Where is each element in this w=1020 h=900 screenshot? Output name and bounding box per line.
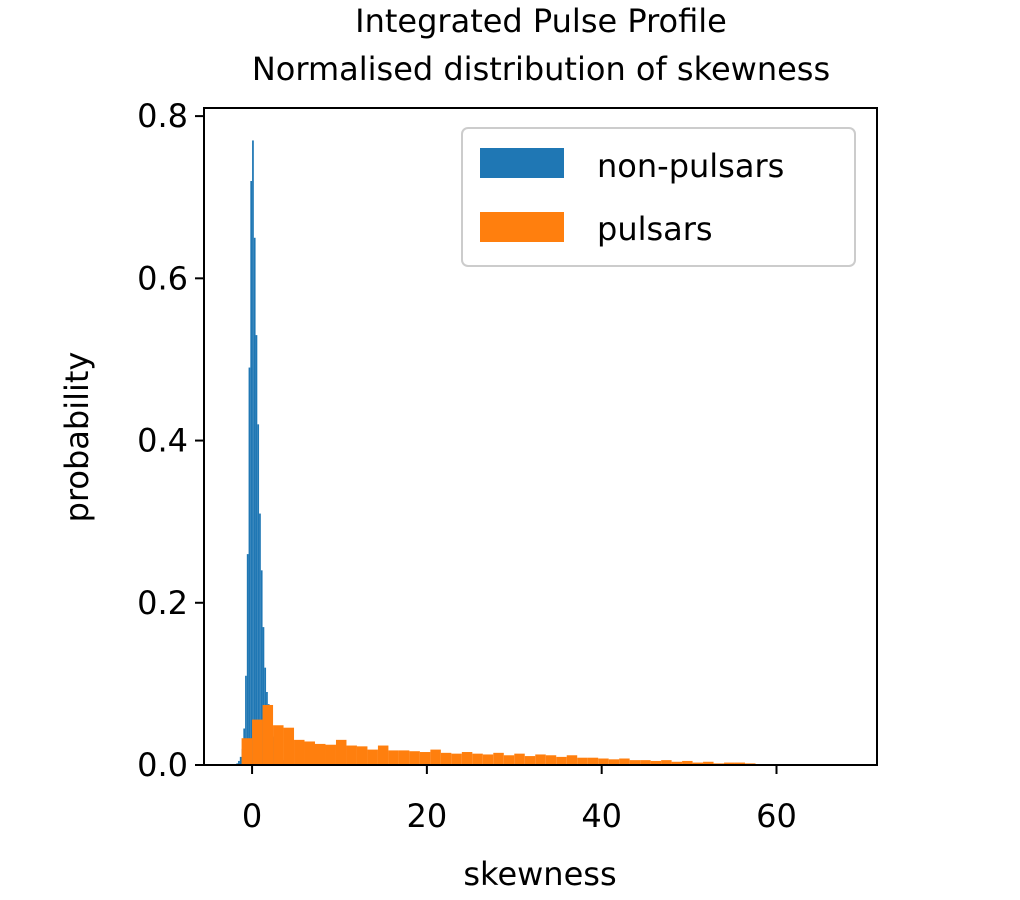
histogram-bar: [724, 762, 735, 765]
histogram-bar: [451, 753, 462, 765]
histogram-bar: [367, 749, 378, 765]
histogram-bar: [493, 752, 504, 765]
histogram-bar: [629, 760, 641, 765]
y-tick-label: 0.2: [137, 584, 188, 622]
histogram-bar: [461, 752, 473, 765]
histogram-bar: [257, 424, 260, 765]
histogram-bar: [239, 756, 242, 765]
histogram-bar: [671, 761, 683, 765]
y-axis-label: probability: [58, 352, 96, 523]
histogram-bar: [650, 760, 662, 765]
series-pulsars: [241, 704, 756, 765]
histogram-bar: [252, 140, 254, 765]
histogram-bar: [440, 752, 452, 765]
chart-subtitle: Normalised distribution of skewness: [252, 50, 830, 88]
legend-swatch-non-pulsars: [480, 148, 564, 178]
histogram-bar: [253, 237, 256, 765]
histogram-bar: [608, 759, 620, 765]
histogram-bar: [245, 675, 247, 765]
histogram-bar: [273, 725, 284, 765]
histogram-bar: [250, 181, 253, 765]
histogram-bar: [419, 752, 431, 765]
histogram-bar: [535, 754, 546, 765]
x-tick-label: 60: [756, 797, 797, 835]
histogram-bar: [482, 754, 494, 765]
histogram-bar: [238, 760, 240, 765]
histogram-bar: [252, 719, 263, 765]
y-tick-label: 0.4: [137, 422, 188, 460]
histogram-bar: [556, 756, 567, 765]
y-tick-label: 0.0: [137, 746, 188, 784]
histogram-bar: [255, 335, 258, 765]
x-tick-label: 0: [242, 797, 262, 835]
histogram-bar: [346, 745, 357, 765]
histogram-bar: [377, 745, 389, 765]
histogram-bar: [294, 739, 305, 765]
histogram-bar: [430, 749, 441, 765]
histogram-bar: [304, 741, 316, 765]
histogram-bar: [260, 570, 263, 765]
x-tick-label: 40: [581, 797, 622, 835]
plot-frame: [203, 107, 878, 766]
histogram-bar: [246, 554, 249, 765]
histogram-bar: [315, 743, 326, 765]
histogram-bar: [503, 755, 515, 765]
histogram-bar: [241, 738, 253, 765]
histogram-bar: [325, 744, 336, 765]
histogram-bar: [262, 627, 265, 765]
x-axis-label: skewness: [463, 855, 616, 893]
chart-title: Integrated Pulse Profile: [355, 2, 727, 40]
histogram-bar: [472, 753, 483, 765]
series-layer: [236, 140, 756, 765]
histogram-bar: [248, 367, 251, 765]
y-tick-label: 0.8: [137, 97, 188, 135]
x-tick-label: 20: [407, 797, 448, 835]
histogram-bar: [514, 753, 525, 765]
histogram-bar: [566, 755, 578, 765]
histogram-bar: [524, 756, 536, 765]
histogram-bar: [703, 761, 714, 765]
histogram-bar: [262, 704, 274, 765]
histogram-bar: [356, 746, 368, 765]
histogram-bar: [587, 757, 599, 765]
histogram-bar: [619, 758, 630, 765]
legend: non-pulsars pulsars: [461, 127, 856, 267]
histogram-bar: [734, 762, 746, 765]
histogram-bar: [545, 755, 557, 765]
histogram-bar: [661, 760, 672, 765]
ticks-layer: 0 20 40 60 0.0 0.2 0.4 0.6 0.8: [137, 97, 797, 835]
histogram-bar: [398, 750, 410, 765]
histogram-bar: [682, 760, 693, 765]
legend-swatch-pulsars: [480, 212, 564, 242]
histogram-bar: [335, 739, 347, 765]
histogram-bar: [577, 757, 588, 765]
histogram-bar: [598, 758, 609, 765]
histogram-bar: [409, 751, 420, 765]
legend-label-non-pulsars: non-pulsars: [597, 147, 784, 185]
series-non-pulsars: [236, 140, 289, 765]
y-tick-label: 0.6: [137, 259, 188, 297]
histogram-bar: [388, 750, 399, 765]
histogram-bar: [692, 762, 704, 765]
histogram-bar: [640, 760, 651, 765]
legend-label-pulsars: pulsars: [597, 210, 713, 248]
histogram-bar: [283, 727, 295, 765]
histogram-bar: [259, 513, 261, 765]
